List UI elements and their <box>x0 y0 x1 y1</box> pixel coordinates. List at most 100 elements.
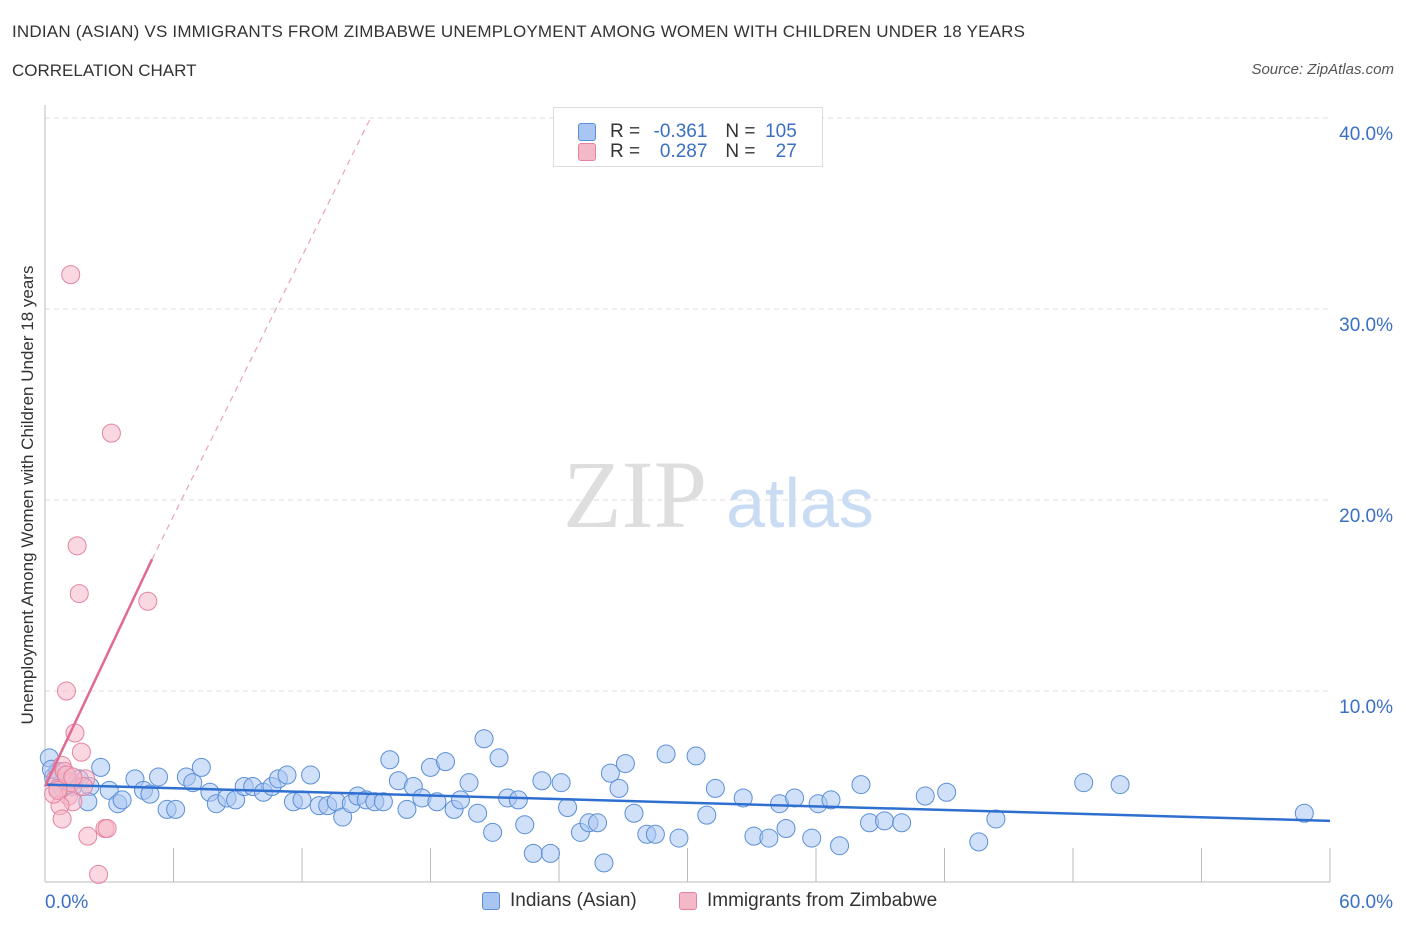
point-indians <box>149 767 169 787</box>
point-zimbabwe <box>138 591 158 611</box>
point-zimbabwe <box>61 265 81 285</box>
trend-line-zimbabwe <box>43 558 154 788</box>
point-indians <box>112 790 132 810</box>
n-label: N = <box>725 141 756 162</box>
watermark: ZIP atlas <box>563 441 874 548</box>
point-indians <box>915 786 935 806</box>
point-zimbabwe <box>89 864 109 884</box>
n-value: 27 <box>775 141 797 162</box>
legend-swatch-indians <box>482 892 500 910</box>
n-value: 105 <box>765 121 797 142</box>
point-indians <box>733 788 753 808</box>
point-indians <box>705 778 725 798</box>
point-indians <box>468 803 488 823</box>
point-zimbabwe <box>71 742 91 762</box>
point-indians <box>489 748 509 768</box>
point-indians <box>1074 773 1094 793</box>
point-indians <box>785 788 805 808</box>
point-indians <box>851 775 871 795</box>
x-tick-label: 0.0% <box>45 892 88 913</box>
legend-label-zimbabwe: Immigrants from Zimbabwe <box>707 890 938 911</box>
stats-row-indians: R = -0.361 N = 105 <box>578 119 797 145</box>
point-zimbabwe <box>97 819 117 839</box>
point-indians <box>450 790 470 810</box>
trend-lines <box>43 117 1331 823</box>
point-indians <box>588 813 608 833</box>
watermark-atlas: atlas <box>726 464 874 542</box>
r-value: -0.361 <box>653 121 708 142</box>
legend-swatch-zimbabwe <box>679 892 697 910</box>
point-indians <box>686 746 706 766</box>
point-indians <box>656 744 676 764</box>
watermark-zip: ZIP <box>563 441 707 548</box>
point-indians <box>669 828 689 848</box>
legend-label-indians: Indians (Asian) <box>510 890 637 911</box>
stats-swatch-indians <box>578 123 596 141</box>
point-indians <box>333 807 353 827</box>
data-points <box>39 265 1314 884</box>
grid-lines <box>45 117 1330 692</box>
point-zimbabwe <box>63 767 83 787</box>
point-indians <box>435 752 455 772</box>
point-indians <box>892 813 912 833</box>
point-indians <box>474 729 494 749</box>
y-tick-label: 40.0% <box>1339 124 1393 145</box>
point-indians <box>508 790 528 810</box>
point-indians <box>986 809 1006 829</box>
point-indians <box>759 828 779 848</box>
r-label: R = <box>610 141 641 162</box>
point-indians <box>875 811 895 831</box>
point-indians <box>1294 803 1314 823</box>
chart-subtitle: CORRELATION CHART <box>12 61 197 80</box>
point-indians <box>397 799 417 819</box>
point-indians <box>292 790 312 810</box>
point-zimbabwe <box>78 826 98 846</box>
point-indians <box>380 750 400 770</box>
point-indians <box>140 784 160 804</box>
point-indians <box>594 853 614 873</box>
point-zimbabwe <box>56 681 76 701</box>
point-indians <box>615 754 635 774</box>
point-indians <box>277 765 297 785</box>
point-zimbabwe <box>52 809 72 829</box>
point-indians <box>645 824 665 844</box>
point-indians <box>91 757 111 777</box>
legend-item-indians[interactable]: Indians (Asian) <box>482 890 637 912</box>
point-indians <box>1110 775 1130 795</box>
point-zimbabwe <box>67 536 87 556</box>
point-indians <box>802 828 822 848</box>
y-tick-label: 10.0% <box>1339 697 1393 718</box>
point-indians <box>697 805 717 825</box>
stats-row-zimbabwe: R = 0.287 N = 27 <box>578 139 797 165</box>
point-indians <box>937 782 957 802</box>
point-indians <box>459 773 479 793</box>
point-indians <box>600 763 620 783</box>
point-indians <box>183 773 203 793</box>
stats-swatch-zimbabwe <box>578 143 596 161</box>
trend-line-indians <box>44 783 1331 823</box>
r-value: 0.287 <box>659 141 708 162</box>
trend-line-zimbabwe-extension <box>151 117 372 560</box>
point-indians <box>551 773 571 793</box>
source-label: Source: ZipAtlas.com <box>1251 61 1394 78</box>
point-indians <box>515 815 535 835</box>
n-label: N = <box>725 121 756 142</box>
point-indians <box>483 822 503 842</box>
point-indians <box>523 843 543 863</box>
legend-item-zimbabwe[interactable]: Immigrants from Zimbabwe <box>679 890 937 912</box>
point-indians <box>191 757 211 777</box>
y-tick-label: 20.0% <box>1339 506 1393 527</box>
point-zimbabwe <box>101 423 121 443</box>
point-indians <box>609 778 629 798</box>
point-indians <box>427 792 447 812</box>
x-tick-label: 60.0% <box>1339 892 1393 913</box>
point-indians <box>624 803 644 823</box>
point-indians <box>540 843 560 863</box>
point-indians <box>776 819 796 839</box>
chart-title: INDIAN (ASIAN) VS IMMIGRANTS FROM ZIMBAB… <box>12 22 1026 41</box>
point-zimbabwe <box>69 584 89 604</box>
point-indians <box>373 792 393 812</box>
y-tick-label: 30.0% <box>1339 315 1393 336</box>
point-indians <box>558 798 578 818</box>
